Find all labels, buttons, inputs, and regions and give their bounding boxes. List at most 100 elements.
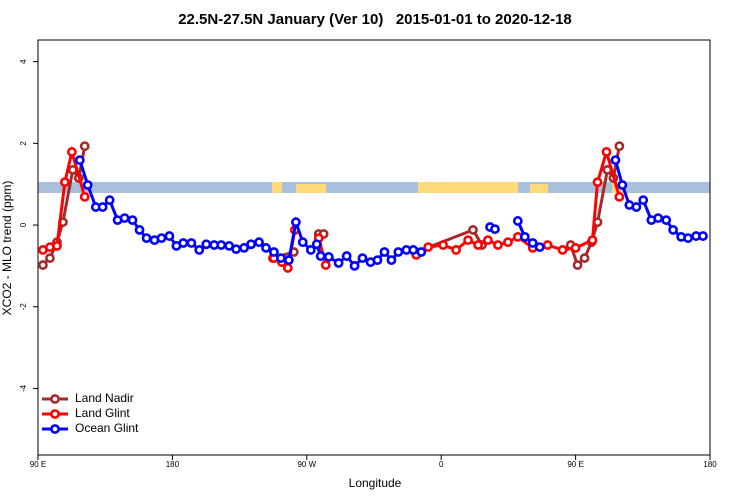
data-point	[201, 239, 212, 250]
map-strip	[38, 182, 710, 193]
data-point	[52, 240, 62, 251]
data-point	[305, 245, 316, 255]
plot-frame	[37, 39, 711, 456]
data-point	[341, 251, 352, 261]
data-point	[527, 238, 538, 248]
data-point	[276, 253, 286, 264]
data-point	[186, 238, 197, 248]
data-point	[261, 243, 271, 253]
data-point	[503, 237, 513, 248]
data-point	[283, 255, 294, 266]
data-point	[372, 255, 383, 266]
data-point	[542, 240, 553, 250]
data-point	[601, 147, 612, 157]
data-point	[408, 245, 419, 255]
data-point	[59, 177, 70, 188]
data-point	[668, 225, 679, 235]
data-point	[572, 260, 583, 270]
data-point	[315, 251, 326, 261]
data-point	[423, 242, 434, 252]
data-point	[534, 242, 545, 252]
data-point	[614, 141, 625, 152]
data-point	[141, 233, 152, 244]
x-tick-label: 90 E	[30, 460, 46, 469]
data-point	[231, 244, 242, 255]
data-point	[104, 195, 115, 206]
chart-title: 22.5N-27.5N January (Ver 10) 2015-01-01 …	[178, 11, 572, 28]
data-point	[386, 255, 397, 266]
data-point	[393, 247, 404, 257]
data-point	[269, 247, 279, 257]
data-point	[490, 224, 500, 235]
data-point	[239, 243, 249, 253]
data-point	[451, 245, 462, 255]
data-point	[156, 233, 167, 244]
data-point	[587, 235, 598, 246]
data-point	[349, 260, 360, 271]
land-band	[296, 184, 326, 193]
data-point	[66, 147, 77, 157]
data-point	[579, 253, 590, 264]
data-point	[127, 215, 138, 226]
data-point	[38, 260, 48, 270]
data-point	[320, 260, 331, 270]
data-point	[82, 180, 93, 190]
data-point	[592, 177, 603, 188]
data-point	[493, 240, 503, 250]
data-point	[519, 231, 530, 242]
legend-label: Land Glint	[75, 406, 130, 420]
data-point	[617, 180, 628, 190]
legend-marker	[50, 424, 60, 434]
land-band	[418, 182, 518, 193]
y-tick-label: 0	[19, 222, 28, 227]
data-point	[246, 239, 256, 250]
data-point	[512, 216, 523, 226]
data-point	[178, 238, 189, 248]
y-tick-label: 2	[19, 141, 28, 146]
data-point	[483, 235, 493, 246]
data-point	[683, 233, 693, 244]
data-point	[311, 239, 322, 250]
data-point	[216, 240, 227, 250]
data-point	[45, 253, 55, 264]
data-point	[79, 141, 90, 152]
data-point	[614, 191, 625, 202]
data-point	[254, 237, 264, 248]
x-tick-label: 180	[166, 460, 180, 469]
y-tick-label: -2	[19, 303, 28, 311]
data-point	[282, 263, 293, 273]
legend-label: Ocean Glint	[75, 421, 139, 435]
data-point	[164, 231, 175, 241]
x-tick-label: 90 E	[567, 460, 583, 469]
data-point	[661, 215, 672, 226]
data-point	[463, 235, 473, 246]
x-tick-label: 90 W	[297, 460, 316, 469]
data-point	[653, 213, 664, 223]
land-band	[272, 182, 282, 193]
data-point	[194, 245, 205, 255]
y-axis-label: XCO2 - MLO trend (ppm)	[0, 181, 14, 316]
data-point	[638, 195, 649, 206]
data-point	[357, 253, 368, 264]
data-point	[438, 240, 449, 250]
y-tick-label: -4	[19, 384, 28, 392]
x-tick-label: 0	[439, 460, 444, 469]
land-band	[530, 184, 548, 193]
legend-label: Land Nadir	[75, 391, 134, 405]
data-point	[610, 155, 621, 165]
data-point	[97, 202, 108, 212]
data-point	[631, 202, 642, 212]
data-point	[290, 217, 301, 228]
data-point	[79, 191, 90, 202]
legend-marker	[50, 409, 60, 419]
x-axis-label: Longitude	[349, 476, 402, 490]
data-point	[557, 245, 568, 255]
x-tick-label: 180	[703, 460, 717, 469]
data-point	[698, 231, 708, 241]
data-point	[119, 213, 130, 223]
data-point	[473, 240, 483, 250]
data-point	[333, 258, 344, 268]
